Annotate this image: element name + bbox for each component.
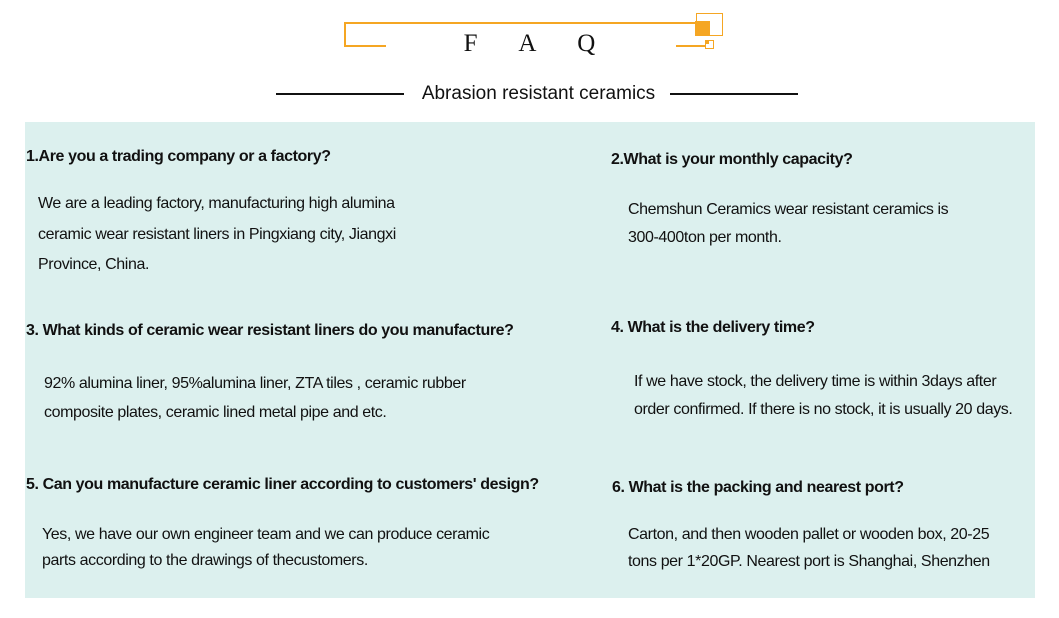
faq-answer-line: order confirmed. If there is no stock, i… — [634, 401, 1013, 418]
faq-answer-line: composite plates, ceramic lined metal pi… — [44, 404, 387, 421]
faq-question: 2.What is your monthly capacity? — [611, 151, 853, 168]
faq-answer-line: Chemshun Ceramics wear resistant ceramic… — [628, 201, 949, 218]
faq-answer-line: 300-400ton per month. — [628, 229, 782, 246]
faq-answer-line: 92% alumina liner, 95%alumina liner, ZTA… — [44, 375, 466, 392]
divider-right — [670, 93, 798, 95]
faq-question: 6. What is the packing and nearest port? — [612, 479, 904, 496]
faq-question: 4. What is the delivery time? — [611, 319, 815, 336]
faq-panel — [25, 122, 1035, 598]
faq-question: 5. Can you manufacture ceramic liner acc… — [26, 476, 539, 493]
faq-answer-line: Yes, we have our own engineer team and w… — [42, 526, 490, 543]
faq-question: 1.Are you a trading company or a factory… — [26, 148, 331, 165]
faq-answer-line: Carton, and then wooden pallet or wooden… — [628, 526, 990, 543]
faq-answer-line: We are a leading factory, manufacturing … — [38, 195, 395, 212]
faq-answer-line: parts according to the drawings of thecu… — [42, 552, 368, 569]
page-title: F A Q — [463, 30, 614, 57]
divider-left — [276, 93, 404, 95]
faq-answer-line: tons per 1*20GP. Nearest port is Shangha… — [628, 553, 990, 570]
faq-answer-line: Province, China. — [38, 256, 149, 273]
faq-question: 3. What kinds of ceramic wear resistant … — [26, 322, 514, 339]
faq-answer-line: If we have stock, the delivery time is w… — [634, 373, 997, 390]
page-subtitle: Abrasion resistant ceramics — [421, 83, 656, 104]
faq-answer-line: ceramic wear resistant liners in Pingxia… — [38, 226, 396, 243]
